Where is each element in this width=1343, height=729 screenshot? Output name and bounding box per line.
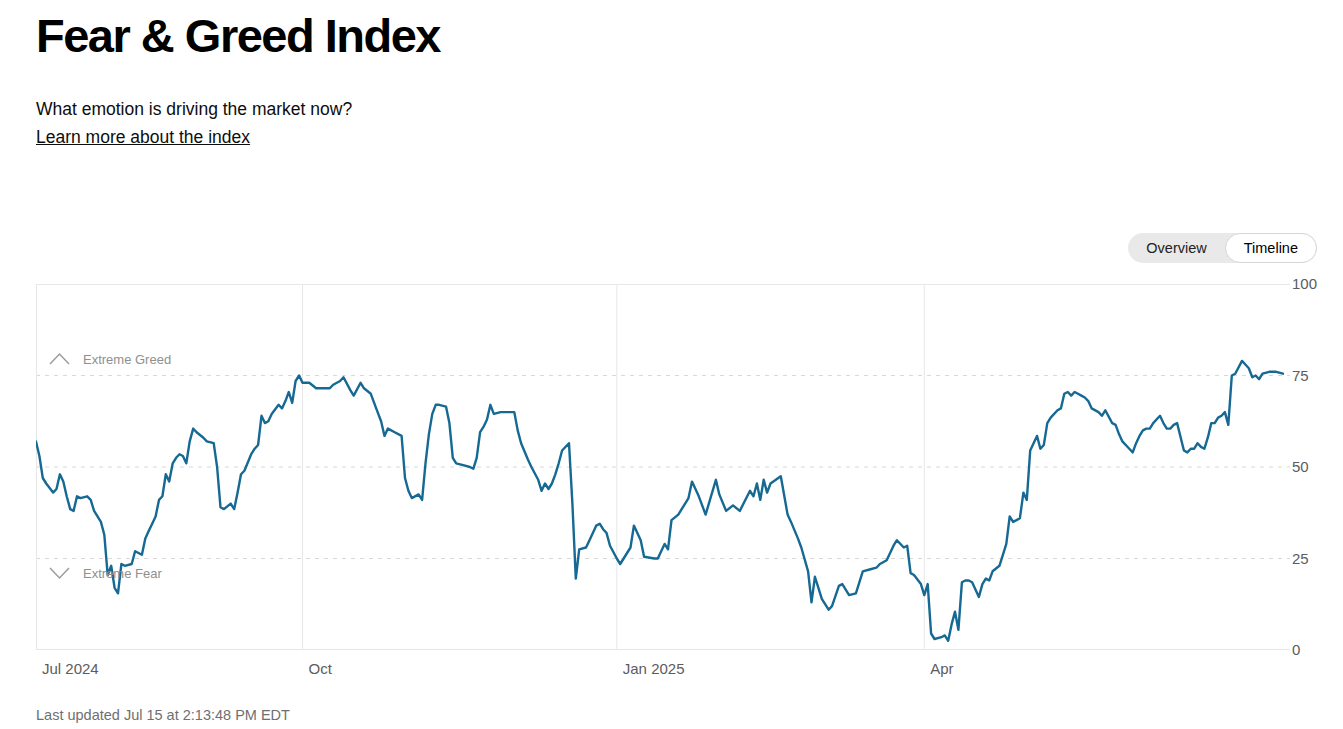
fear-greed-line-chart[interactable] <box>36 284 1290 650</box>
y-tick-label: 75 <box>1292 367 1309 384</box>
fg-index-line[interactable] <box>36 361 1283 641</box>
extreme-greed-label: Extreme Greed <box>83 352 171 367</box>
timeline-chart[interactable] <box>36 284 1290 650</box>
extreme-fear-label: Extreme Fear <box>83 566 162 581</box>
extreme-greed-annotation: Extreme Greed <box>48 351 171 367</box>
y-tick-label: 50 <box>1292 458 1309 475</box>
x-tick-label: Apr <box>930 660 953 677</box>
learn-more-link[interactable]: Learn more about the index <box>36 127 250 148</box>
chevron-up-icon <box>48 351 71 367</box>
x-tick-label: Oct <box>308 660 331 677</box>
y-tick-label: 100 <box>1292 275 1317 292</box>
extreme-fear-annotation: Extreme Fear <box>48 565 162 581</box>
page-title: Fear & Greed Index <box>36 8 440 63</box>
page-subtitle: What emotion is driving the market now? <box>36 99 352 120</box>
x-tick-label: Jan 2025 <box>623 660 685 677</box>
toggle-timeline[interactable]: Timeline <box>1225 233 1317 263</box>
y-tick-label: 25 <box>1292 550 1309 567</box>
chevron-down-icon <box>48 565 71 581</box>
last-updated-text: Last updated Jul 15 at 2:13:48 PM EDT <box>36 707 290 723</box>
view-toggle: Overview Timeline <box>1128 233 1317 263</box>
toggle-overview[interactable]: Overview <box>1128 233 1224 263</box>
x-tick-label: Jul 2024 <box>42 660 99 677</box>
y-tick-label: 0 <box>1292 641 1300 658</box>
